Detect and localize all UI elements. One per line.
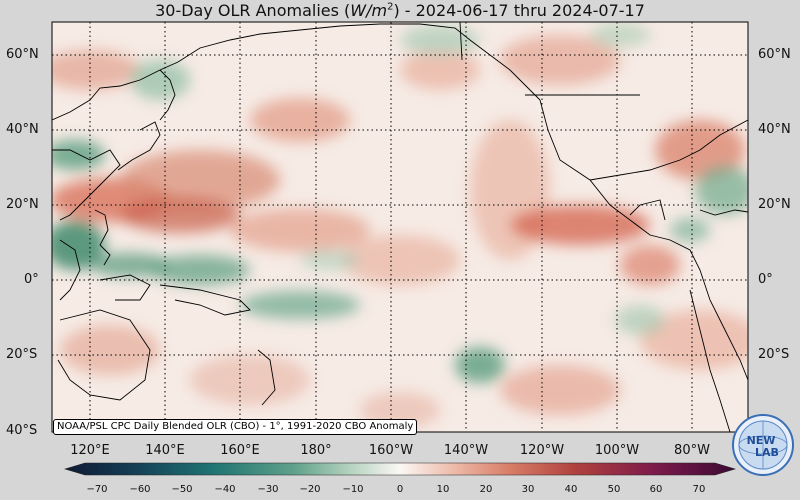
lat-label-left: 40°S — [6, 423, 38, 438]
logo-text-bottom: LAB — [755, 446, 779, 459]
lon-label: 160°E — [220, 443, 260, 458]
colorbar-tick: 10 — [436, 484, 450, 495]
lat-label-right: 60°N — [758, 47, 791, 62]
colorbar-tick: −40 — [214, 484, 236, 495]
graticule — [52, 22, 748, 432]
colorbar-tick: 40 — [564, 484, 578, 495]
colorbar-tick: 50 — [607, 484, 621, 495]
lat-label-left: 20°S — [6, 347, 38, 362]
anomaly-field — [52, 23, 748, 428]
lon-label: 140°W — [443, 443, 489, 458]
lat-label-left: 60°N — [6, 47, 39, 62]
coastlines — [52, 22, 748, 432]
lat-label-right: 20°N — [758, 197, 791, 212]
colorbar-tick: −10 — [342, 484, 364, 495]
colorbar-tick: −60 — [129, 484, 151, 495]
map-title: 30-Day OLR Anomalies (W/m2) - 2024-06-17… — [155, 1, 645, 20]
lon-label: 100°W — [594, 443, 640, 458]
lat-label-left: 0° — [24, 272, 39, 287]
colorbar-tick: 20 — [479, 484, 493, 495]
lon-label: 140°E — [145, 443, 185, 458]
lon-label: 80°W — [674, 443, 710, 458]
lat-label-right: 20°S — [758, 347, 790, 362]
colorbar-tick: 70 — [692, 484, 706, 495]
colorbar-tick: −30 — [257, 484, 279, 495]
lat-label-right: 40°N — [758, 122, 791, 137]
logo-text-top: NEW — [747, 434, 776, 447]
colorbar-tick: −50 — [171, 484, 193, 495]
lat-label-left: 40°N — [6, 122, 39, 137]
lon-label: 160°W — [368, 443, 414, 458]
new-lab-logo[interactable]: NEW LAB — [731, 413, 795, 477]
colorbar-tick: −20 — [299, 484, 321, 495]
lon-label: 120°E — [70, 443, 110, 458]
data-source-credit: NOAA/PSL CPC Daily Blended OLR (CBO) - 1… — [53, 419, 418, 435]
lat-label-right: 0° — [758, 272, 773, 287]
colorbar-tick: 60 — [649, 484, 663, 495]
lon-label: 180° — [300, 443, 332, 458]
colorbar-tick: 0 — [396, 484, 404, 495]
colorbar-tick: −70 — [86, 484, 108, 495]
lon-label: 120°W — [519, 443, 565, 458]
colorbar-tick: 30 — [521, 484, 535, 495]
lat-label-left: 20°N — [6, 197, 39, 212]
